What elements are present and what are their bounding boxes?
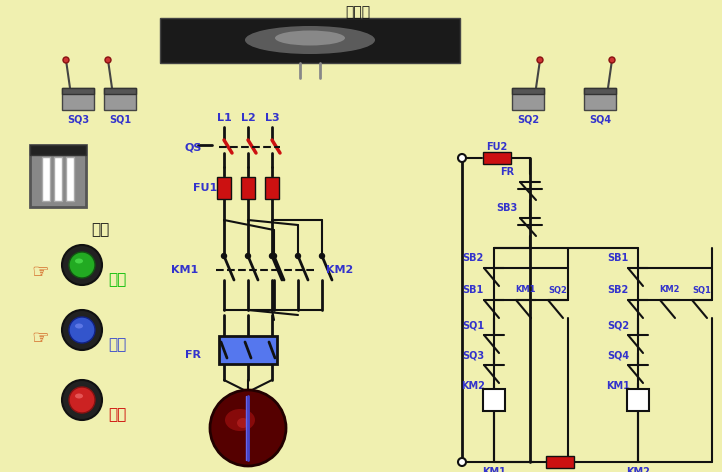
Text: 反转: 反转	[108, 337, 126, 353]
Text: QS: QS	[184, 142, 201, 152]
Ellipse shape	[245, 26, 375, 54]
Circle shape	[62, 380, 102, 420]
Text: ☞: ☞	[31, 329, 49, 347]
Circle shape	[245, 253, 251, 259]
Text: KM2: KM2	[326, 265, 354, 275]
Text: 工作台: 工作台	[345, 5, 370, 19]
Bar	[584, 88, 616, 94]
Text: SQ4: SQ4	[607, 350, 629, 360]
Circle shape	[69, 252, 95, 278]
Text: KM1: KM1	[171, 265, 199, 275]
Text: FU2: FU2	[487, 142, 508, 152]
Circle shape	[537, 57, 543, 63]
Circle shape	[458, 458, 466, 466]
Bar	[66, 157, 74, 201]
Text: KM2: KM2	[461, 381, 485, 391]
Circle shape	[269, 253, 274, 259]
Circle shape	[62, 310, 102, 350]
Bar	[30, 145, 86, 207]
Bar	[54, 157, 62, 201]
Circle shape	[458, 154, 466, 162]
Text: SQ4: SQ4	[589, 115, 611, 125]
Circle shape	[295, 253, 300, 259]
Bar	[160, 18, 460, 63]
Bar	[62, 88, 94, 110]
Text: KM2: KM2	[626, 467, 650, 472]
Text: KM1: KM1	[516, 286, 536, 295]
Text: SB3: SB3	[497, 203, 518, 213]
Circle shape	[222, 253, 227, 259]
Text: SQ1: SQ1	[109, 115, 131, 125]
Circle shape	[609, 57, 615, 63]
Bar	[483, 152, 511, 164]
Text: SB1: SB1	[462, 285, 484, 295]
Text: SQ2: SQ2	[549, 286, 567, 295]
Text: SB1: SB1	[607, 253, 629, 263]
Text: SQ3: SQ3	[67, 115, 89, 125]
Circle shape	[271, 253, 277, 259]
Bar	[42, 157, 50, 201]
Ellipse shape	[75, 394, 83, 398]
Bar	[512, 88, 544, 94]
Text: SB2: SB2	[607, 285, 629, 295]
Ellipse shape	[225, 409, 255, 431]
Bar	[104, 88, 136, 110]
Text: FR: FR	[500, 167, 514, 177]
Circle shape	[62, 245, 102, 285]
Text: SQ2: SQ2	[607, 320, 629, 330]
Text: KM2: KM2	[660, 286, 680, 295]
Text: L3: L3	[265, 113, 279, 123]
Bar	[265, 177, 279, 199]
Text: ☞: ☞	[31, 263, 49, 283]
Text: 电源: 电源	[91, 222, 109, 237]
Text: FR: FR	[185, 350, 201, 360]
Bar	[62, 88, 94, 94]
Text: SQ3: SQ3	[462, 350, 484, 360]
Circle shape	[69, 317, 95, 343]
Text: L1: L1	[217, 113, 231, 123]
Text: 正转: 正转	[108, 272, 126, 287]
Text: KM1: KM1	[606, 381, 630, 391]
Circle shape	[210, 390, 286, 466]
Circle shape	[63, 57, 69, 63]
Bar	[219, 336, 277, 364]
Bar	[217, 177, 231, 199]
Bar	[584, 88, 616, 110]
Ellipse shape	[237, 418, 249, 428]
Ellipse shape	[75, 323, 83, 329]
Ellipse shape	[75, 259, 83, 263]
Text: SQ1: SQ1	[462, 320, 484, 330]
Text: FU1: FU1	[193, 183, 217, 193]
Bar	[104, 88, 136, 94]
Circle shape	[320, 253, 324, 259]
Text: SQ1: SQ1	[692, 286, 711, 295]
Circle shape	[105, 57, 111, 63]
Bar	[241, 177, 255, 199]
Bar	[627, 389, 649, 411]
Bar	[546, 456, 574, 468]
Text: L2: L2	[240, 113, 256, 123]
Text: KM1: KM1	[482, 467, 506, 472]
Text: 停止: 停止	[108, 407, 126, 422]
Text: SB2: SB2	[462, 253, 484, 263]
Text: SQ2: SQ2	[517, 115, 539, 125]
Bar	[30, 145, 86, 155]
Circle shape	[69, 387, 95, 413]
Bar	[483, 389, 505, 411]
Bar	[512, 88, 544, 110]
Ellipse shape	[275, 31, 345, 45]
